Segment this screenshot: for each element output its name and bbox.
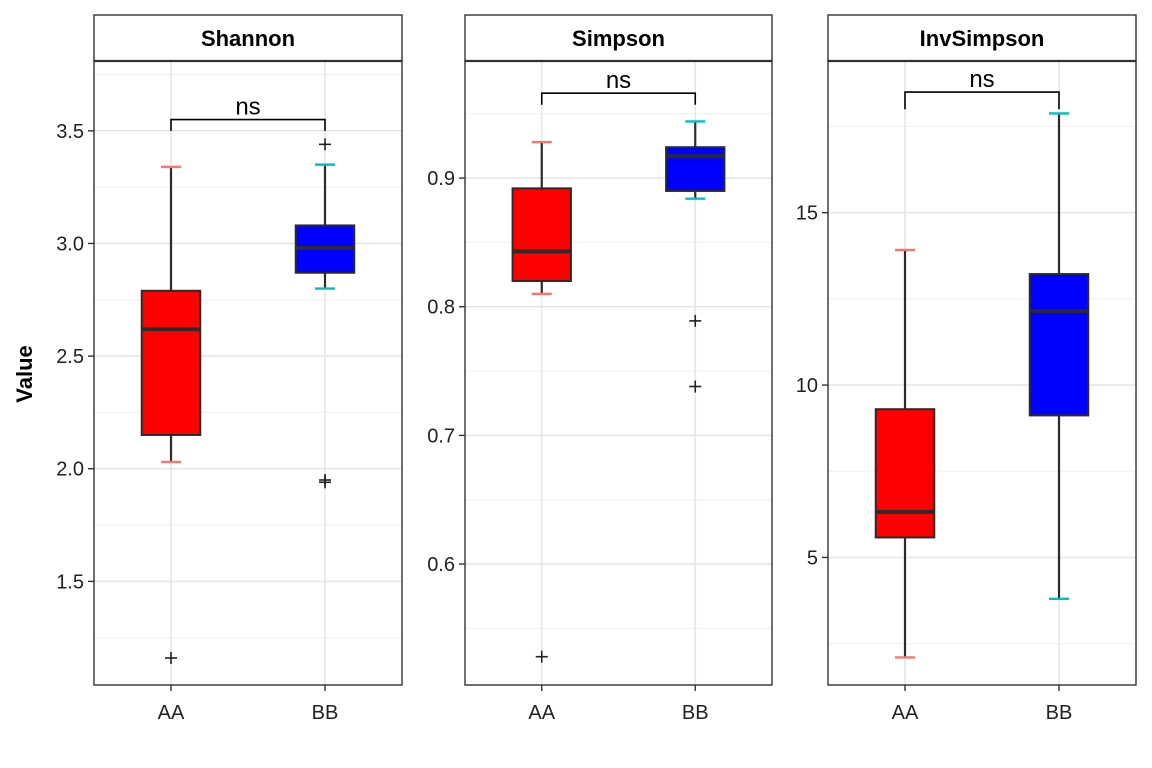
outlier-point <box>535 650 548 663</box>
box-aa <box>140 165 202 664</box>
outlier-point <box>165 651 177 664</box>
significance-bracket <box>904 91 1060 110</box>
y-tick-label: 0.7 <box>427 425 455 447</box>
outlier-point <box>319 474 331 487</box>
box-bb <box>294 138 356 489</box>
significance-label: ns <box>606 67 631 94</box>
box-bb <box>1028 112 1090 601</box>
strip-title: InvSimpson <box>920 26 1045 51</box>
panel-simpson: ns Simpson 0.6 0.7 0.8 0.9 AA BB <box>427 14 773 724</box>
y-tick-label: 0.9 <box>427 168 455 190</box>
strip-box <box>464 14 773 62</box>
y-tick-label: 10 <box>796 375 818 397</box>
significance-bracket <box>170 118 326 131</box>
strip-title: Shannon <box>201 26 295 51</box>
significance-label: ns <box>235 94 260 121</box>
x-tick-label: BB <box>682 702 709 724</box>
y-tick-label: 2.0 <box>56 459 84 481</box>
panel-invsimpson: ns InvSimpson 5 10 15 AA BB <box>796 14 1137 724</box>
x-tick-label: AA <box>528 702 555 724</box>
y-tick-label: 0.6 <box>427 554 455 576</box>
outlier-point <box>689 314 702 327</box>
x-tick-label: AA <box>158 702 185 724</box>
outlier-point <box>319 138 331 151</box>
box-aa <box>511 140 572 663</box>
panel-background <box>465 61 772 685</box>
y-tick-label: 2.5 <box>56 346 84 368</box>
x-tick-label: BB <box>312 702 339 724</box>
box-aa <box>874 248 936 659</box>
significance-label: ns <box>969 66 994 93</box>
panel-background <box>828 61 1136 685</box>
panel-shannon: ns Shannon 1.5 2.0 2.5 3.0 3.5 AA BB <box>56 14 403 724</box>
outlier-point <box>689 380 702 393</box>
y-axis-label: Value <box>12 345 37 402</box>
box-rect <box>1028 273 1090 417</box>
strip-title: Simpson <box>572 26 665 51</box>
significance-bracket <box>540 92 697 105</box>
box-rect <box>511 187 572 283</box>
box-rect <box>140 289 202 436</box>
x-tick-label: AA <box>892 702 919 724</box>
y-tick-label: 3.0 <box>56 233 84 255</box>
y-tick-label: 5 <box>807 547 818 569</box>
panel-background <box>94 61 402 685</box>
x-tick-label: BB <box>1046 702 1073 724</box>
box-rect <box>874 408 936 539</box>
y-tick-label: 0.8 <box>427 297 455 319</box>
y-tick-label: 3.5 <box>56 121 84 143</box>
strip-box <box>93 14 403 62</box>
y-tick-label: 15 <box>796 203 818 225</box>
box-rect <box>665 146 726 192</box>
y-tick-label: 1.5 <box>56 571 84 593</box>
box-bb <box>665 120 726 393</box>
